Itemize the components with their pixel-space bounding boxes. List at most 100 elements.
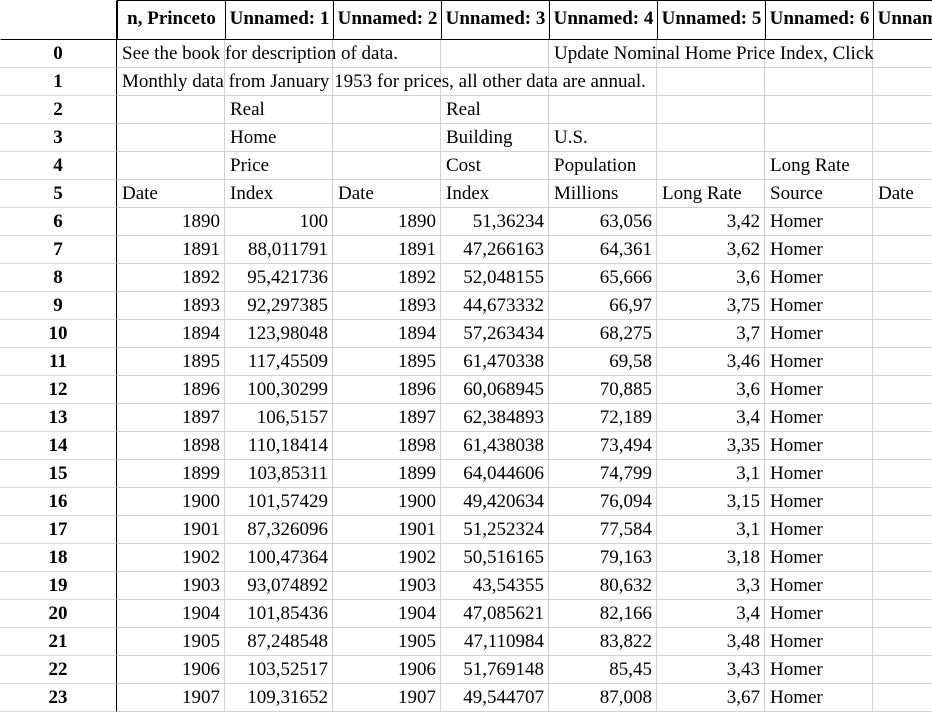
grid-cell: [765, 124, 873, 152]
grid-cell: [333, 656, 441, 684]
cell-number: 68,275: [599, 323, 652, 344]
cell-text: Building: [446, 127, 513, 148]
cell-number: 1907: [398, 687, 436, 708]
grid-cell: [225, 152, 333, 180]
grid-cell: [441, 348, 549, 376]
grid-cell: [765, 488, 873, 516]
grid-cell: [117, 544, 225, 572]
grid-cell: [549, 96, 657, 124]
grid-cell: [333, 152, 441, 180]
grid-cell: [873, 236, 932, 264]
grid-cell: [117, 208, 225, 236]
cell-number: 79,163: [599, 547, 652, 568]
grid-cell: [549, 656, 657, 684]
grid-cell: [873, 292, 932, 320]
grid-cell: [441, 432, 549, 460]
grid-cell: [657, 68, 765, 96]
grid-cell: [549, 544, 657, 572]
cell-text: Homer: [770, 267, 823, 288]
grid-cell: [117, 572, 225, 600]
cell-number: 3,46: [726, 351, 760, 372]
grid-cell: [873, 600, 932, 628]
grid-cell: [549, 376, 657, 404]
column-header: Unnamed: 5: [657, 0, 766, 40]
grid-cell: [765, 432, 873, 460]
cell-number: 3,1: [736, 463, 760, 484]
grid-cell: [873, 208, 932, 236]
grid-cell: [549, 460, 657, 488]
cell-text: Index: [230, 183, 274, 204]
grid-cell: [225, 180, 333, 208]
cell-number: 3,42: [726, 211, 760, 232]
row-index: 19: [0, 572, 117, 600]
cell-number: 51,36234: [472, 211, 544, 232]
cell-number: 1906: [398, 659, 436, 680]
grid-cell: [765, 376, 873, 404]
cell-number: 1899: [398, 463, 436, 484]
grid-cell: [441, 684, 549, 712]
column-header: Unnamed: 6: [765, 0, 874, 40]
grid-cell: [873, 180, 932, 208]
grid-cell: [657, 656, 765, 684]
grid-cell: [765, 404, 873, 432]
row-index: 9: [0, 292, 117, 320]
cell-number: 1907: [182, 687, 220, 708]
grid-cell: [441, 96, 549, 124]
grid-cell: [117, 180, 225, 208]
cell-number: 123,98048: [247, 323, 328, 344]
cell-number: 47,266163: [463, 239, 544, 260]
grid-cell: [873, 68, 932, 96]
row-index: 23: [0, 684, 117, 712]
grid-cell: [657, 96, 765, 124]
grid-cell: [117, 152, 225, 180]
grid-cell: [765, 516, 873, 544]
cell-number: 47,110984: [463, 631, 544, 652]
row-index: 12: [0, 376, 117, 404]
column-header: Unnamed: 3: [441, 0, 550, 40]
grid-cell: [549, 264, 657, 292]
cell-number: 74,799: [599, 463, 652, 484]
grid-cell: [549, 432, 657, 460]
grid-cell: [549, 628, 657, 656]
cell-number: 57,263434: [463, 323, 544, 344]
cell-number: 1892: [398, 267, 436, 288]
cell-number: 3,35: [726, 435, 760, 456]
cell-text: Homer: [770, 547, 823, 568]
grid-cell: [117, 516, 225, 544]
grid-cell: [333, 600, 441, 628]
grid-cell: [765, 572, 873, 600]
grid-cell: [657, 544, 765, 572]
cell-text: Homer: [770, 491, 823, 512]
grid-cell: [225, 236, 333, 264]
grid-cell: [549, 236, 657, 264]
cell-number: 1893: [182, 295, 220, 316]
grid-cell: [765, 320, 873, 348]
grid-cell: [765, 684, 873, 712]
cell-number: 64,361: [599, 239, 652, 260]
grid-cell: [549, 292, 657, 320]
grid-cell: [549, 516, 657, 544]
cell-number: 1901: [398, 519, 436, 540]
row-index: 11: [0, 348, 117, 376]
grid-cell: [873, 516, 932, 544]
cell-text: Price: [230, 155, 270, 176]
grid-cell: [225, 320, 333, 348]
cell-text: Source: [770, 183, 823, 204]
grid-cell: [549, 684, 657, 712]
grid-cell: [873, 488, 932, 516]
cell-number: 100: [299, 211, 329, 232]
grid-cell: [441, 320, 549, 348]
grid-cell: [225, 628, 333, 656]
cell-text: Date: [122, 183, 158, 204]
grid-cell: [225, 544, 333, 572]
cell-number: 103,52517: [247, 659, 328, 680]
cell-text: Long Rate: [770, 155, 850, 176]
cell-number: 1902: [182, 547, 220, 568]
cell-number: 65,666: [599, 267, 652, 288]
grid-cell: [873, 320, 932, 348]
cell-number: 3,15: [726, 491, 760, 512]
cell-number: 3,75: [726, 295, 760, 316]
grid-cell: [441, 40, 549, 68]
grid-cell: [549, 404, 657, 432]
grid-cell: [657, 292, 765, 320]
